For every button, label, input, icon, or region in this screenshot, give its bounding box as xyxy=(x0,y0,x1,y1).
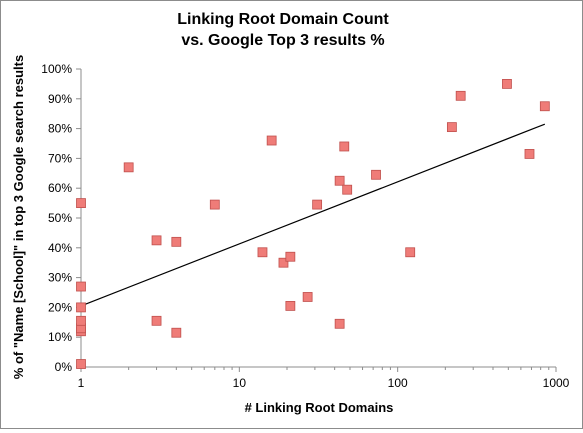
scatter-point xyxy=(171,236,182,247)
x-tick-label: 1000 xyxy=(543,376,570,390)
scatter-point xyxy=(151,315,162,326)
scatter-point xyxy=(446,122,457,133)
y-tick-label: 80% xyxy=(48,122,72,136)
scatter-point xyxy=(334,318,345,329)
x-tick-label: 100 xyxy=(388,376,408,390)
x-axis-label: # Linking Root Domains xyxy=(245,400,394,415)
y-tick-label: 30% xyxy=(48,271,72,285)
scatter-point xyxy=(76,302,86,313)
tick-labels: 0% 10% 20% 30% 40% 50% 60% 70% 80% 90% 100% 1 10 100 1… xyxy=(41,62,569,390)
x-tick-label: 1 xyxy=(78,376,85,390)
scatter-point xyxy=(342,184,353,195)
y-tick-label: 60% xyxy=(48,181,72,195)
y-tick-label: 0% xyxy=(55,360,73,374)
data-points xyxy=(76,79,550,369)
scatter-point xyxy=(209,199,220,210)
scatter-point xyxy=(257,247,268,258)
y-tick-label: 50% xyxy=(48,211,72,225)
scatter-point xyxy=(278,257,289,268)
y-tick-label: 90% xyxy=(48,92,72,106)
scatter-point xyxy=(76,281,86,292)
scatter-point xyxy=(334,175,345,186)
scatter-point xyxy=(266,135,277,146)
scatter-point xyxy=(285,251,296,262)
x-tick-label: 10 xyxy=(233,376,247,390)
scatter-point xyxy=(312,199,323,210)
scatter-point xyxy=(302,292,313,302)
scatter-point xyxy=(123,162,134,173)
scatter-point xyxy=(405,247,416,258)
chart-title-line-1: Linking Root Domain Count xyxy=(177,11,389,28)
scatter-point xyxy=(76,198,86,209)
chart-title-line-2: vs. Google Top 3 results % xyxy=(181,32,384,49)
trendline-group xyxy=(80,123,546,307)
y-tick-label: 10% xyxy=(48,330,72,344)
scatter-point xyxy=(524,149,535,159)
scatter-point xyxy=(171,327,182,338)
scatter-point xyxy=(76,315,86,326)
scatter-point xyxy=(502,79,512,89)
y-tick-label: 40% xyxy=(48,241,72,255)
scatter-point xyxy=(539,101,550,112)
scatter-point xyxy=(151,235,162,246)
scatter-point xyxy=(285,301,296,311)
scatter-point xyxy=(76,359,86,369)
plot-axes xyxy=(76,68,557,372)
y-tick-label: 20% xyxy=(48,300,72,314)
scatter-point xyxy=(339,141,350,152)
y-tick-label: 70% xyxy=(48,151,72,165)
scatter-point xyxy=(371,169,381,180)
y-axis-label: % of "Name [School]" in top 3 Google sea… xyxy=(11,55,26,379)
y-tick-label: 100% xyxy=(41,62,72,76)
trendline xyxy=(80,123,546,307)
scatter-point xyxy=(455,90,466,101)
